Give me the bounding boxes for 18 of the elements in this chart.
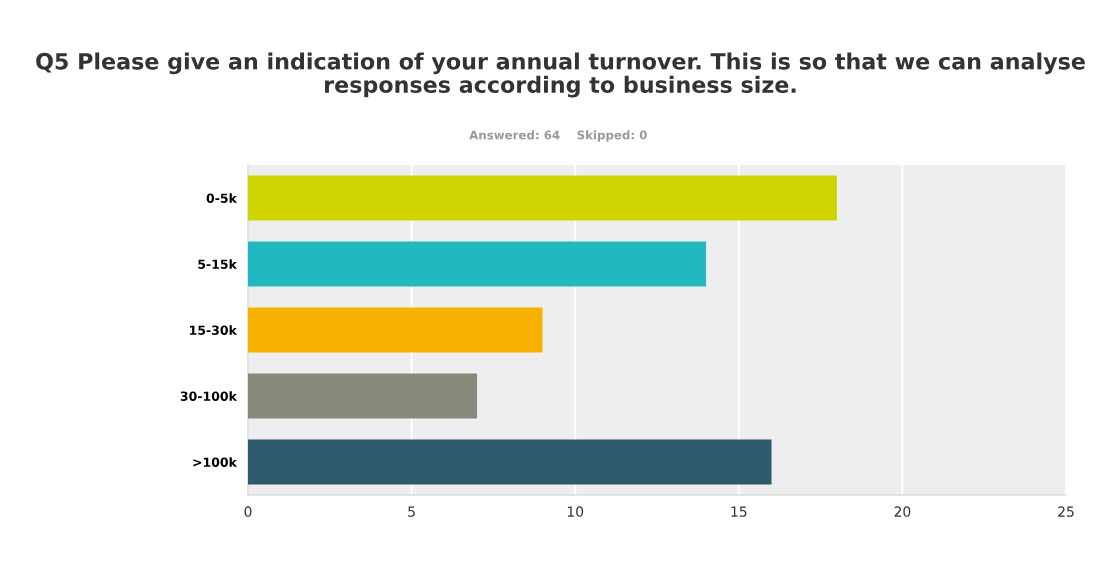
bar: [248, 175, 837, 221]
y-tick-label: 5-15k: [198, 259, 238, 269]
y-tick-label: 15-30k: [190, 325, 238, 335]
bar: [248, 307, 543, 353]
bar: [248, 439, 772, 485]
x-tick-label: 5: [408, 506, 415, 517]
x-tick-label: 25: [1058, 506, 1074, 517]
x-tick-label: 15: [731, 506, 747, 517]
bar: [248, 241, 707, 287]
chart-subtitle: Answered: 64 Skipped: 0: [469, 130, 647, 142]
y-tick-label: >100k: [193, 457, 238, 467]
x-tick-label: 20: [894, 506, 911, 517]
x-tick-label: 0: [244, 506, 252, 517]
chart-title: Q5 Please give an indication of your annual turnover. This is so that we can analyse responses according to business size.: [36, 52, 1085, 98]
y-tick-label: 30-100k: [180, 391, 238, 401]
x-tick-label: 10: [567, 506, 584, 517]
y-tick-label: 0-5k: [206, 193, 238, 203]
bar: [248, 373, 478, 419]
